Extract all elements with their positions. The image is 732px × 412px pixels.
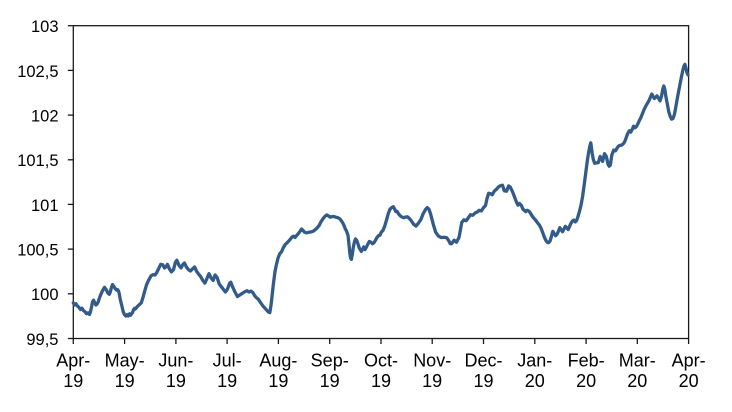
- svg-text:100,5: 100,5: [17, 242, 58, 260]
- svg-text:20: 20: [525, 371, 545, 391]
- svg-text:Apr-: Apr-: [56, 350, 90, 370]
- svg-text:May-: May-: [105, 350, 145, 370]
- svg-text:Aug-: Aug-: [259, 350, 297, 370]
- svg-text:19: 19: [166, 371, 186, 391]
- svg-text:19: 19: [422, 371, 442, 391]
- svg-text:19: 19: [115, 371, 135, 391]
- svg-text:Jan-: Jan-: [517, 350, 552, 370]
- svg-text:100: 100: [31, 286, 59, 304]
- svg-text:19: 19: [473, 371, 493, 391]
- svg-text:Feb-: Feb-: [568, 350, 605, 370]
- svg-text:20: 20: [576, 371, 596, 391]
- svg-text:Sep-: Sep-: [311, 350, 349, 370]
- svg-text:102: 102: [31, 108, 59, 126]
- svg-text:19: 19: [371, 371, 391, 391]
- svg-text:Jun-: Jun-: [158, 350, 193, 370]
- svg-text:103: 103: [31, 18, 59, 36]
- svg-text:99,5: 99,5: [26, 331, 58, 349]
- svg-text:20: 20: [627, 371, 647, 391]
- svg-text:Jul-: Jul-: [213, 350, 242, 370]
- svg-text:102,5: 102,5: [17, 63, 58, 81]
- svg-text:Dec-: Dec-: [464, 350, 502, 370]
- svg-text:20: 20: [679, 371, 699, 391]
- svg-text:101: 101: [31, 197, 59, 215]
- svg-text:Nov-: Nov-: [413, 350, 451, 370]
- svg-text:19: 19: [320, 371, 340, 391]
- svg-text:19: 19: [268, 371, 288, 391]
- svg-text:Mar-: Mar-: [619, 350, 656, 370]
- svg-text:19: 19: [217, 371, 237, 391]
- svg-text:19: 19: [63, 371, 83, 391]
- svg-text:101,5: 101,5: [17, 152, 58, 170]
- svg-text:Oct-: Oct-: [364, 350, 398, 370]
- svg-text:Apr-: Apr-: [672, 350, 706, 370]
